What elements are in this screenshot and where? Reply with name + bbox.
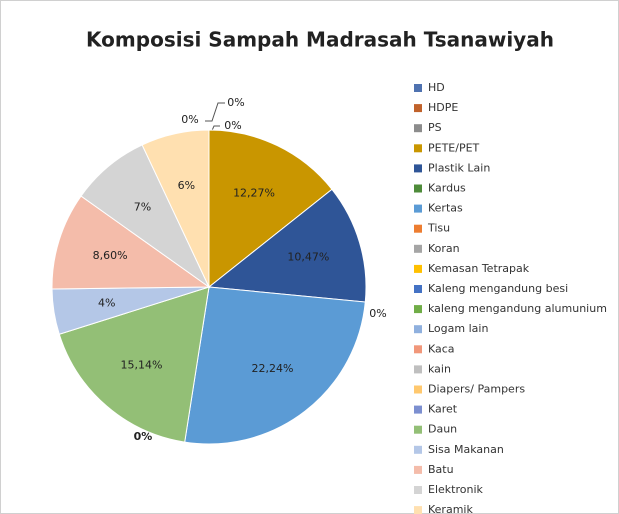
legend-label: PS	[428, 121, 442, 134]
legend-label: Kaca	[428, 342, 455, 355]
legend-swatch	[414, 84, 422, 92]
legend-swatch	[414, 465, 422, 474]
legend-label: Kemasan Tetrapak	[428, 262, 530, 275]
legend-label: kain	[428, 362, 451, 375]
legend-swatch	[414, 264, 422, 273]
legend-swatch	[414, 365, 422, 374]
legend-label: HDPE	[428, 101, 458, 114]
legend-label: Tisu	[427, 222, 450, 235]
data-label: 10,47%	[287, 251, 329, 264]
legend-swatch	[414, 164, 422, 173]
data-label: 15,14%	[120, 359, 162, 372]
legend-label: Koran	[428, 242, 460, 255]
pie-slice	[208, 129, 333, 289]
legend-swatch	[414, 244, 422, 253]
legend-swatch	[414, 104, 422, 113]
legend-swatch	[414, 405, 422, 414]
legend-label: Daun	[428, 423, 457, 436]
legend-label: Diapers/ Pampers	[428, 383, 525, 396]
pie-slice	[141, 129, 210, 288]
legend-swatch	[414, 385, 422, 394]
data-label: 8,60%	[93, 249, 128, 262]
legend-swatch	[414, 506, 422, 514]
legend-label: Kardus	[428, 182, 466, 195]
data-label: 12,27%	[233, 187, 275, 200]
pie-slice	[207, 188, 367, 303]
leader-line	[205, 102, 225, 122]
legend-swatch	[414, 204, 422, 213]
legend-swatch	[414, 144, 422, 153]
data-label: 7%	[134, 201, 151, 214]
legend-label: Kertas	[428, 202, 463, 215]
legend-label: Kaleng mengandung besi	[428, 282, 568, 295]
legend-label: HD	[428, 81, 445, 94]
legend-swatch	[414, 445, 422, 454]
legend-swatch	[414, 486, 422, 494]
legend-swatch	[414, 184, 422, 193]
legend-label: Elektronik	[428, 483, 483, 496]
legend-swatch	[414, 305, 422, 314]
data-label: 4%	[98, 296, 115, 309]
data-label: 22,24%	[252, 362, 294, 375]
pie-slice	[58, 286, 210, 443]
legend-swatch	[414, 345, 422, 354]
pie-slice	[184, 286, 366, 445]
legend-label: Karet	[428, 403, 458, 416]
data-label: 0%	[181, 113, 198, 126]
legend-label: Keramik	[428, 503, 473, 514]
legend-label: PETE/PET	[428, 141, 480, 154]
legend-label: kaleng mengandung alumunium	[428, 302, 607, 315]
legend-label: Batu	[428, 463, 454, 476]
legend-label: Logam lain	[428, 322, 488, 335]
legend-swatch	[414, 124, 422, 133]
data-label: 0%	[224, 119, 241, 132]
legend-swatch	[414, 224, 422, 233]
data-label: 0%	[134, 430, 153, 443]
pie-slice	[51, 195, 211, 290]
data-label: 0%	[227, 96, 244, 109]
legend-swatch	[414, 325, 422, 334]
data-label: 6%	[178, 179, 195, 192]
legend-swatch	[414, 285, 422, 293]
data-label: 0%	[369, 307, 386, 320]
legend-swatch	[414, 425, 422, 434]
legend-label: Sisa Makanan	[428, 443, 504, 456]
legend-label: Plastik Lain	[428, 161, 490, 174]
chart-title: Komposisi Sampah Madrasah Tsanawiyah	[86, 28, 554, 52]
